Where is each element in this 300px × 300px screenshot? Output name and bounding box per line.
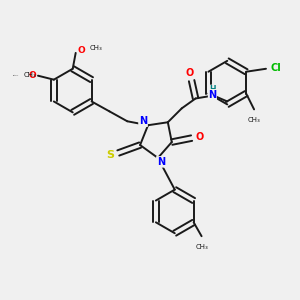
Text: H: H [209, 85, 216, 94]
Text: N: N [157, 157, 165, 167]
Text: CH₃: CH₃ [24, 72, 37, 78]
Text: O: O [28, 71, 36, 80]
Text: N: N [208, 89, 217, 100]
Text: S: S [106, 150, 114, 160]
Text: methoxy: methoxy [13, 75, 19, 76]
Text: O: O [195, 132, 204, 142]
Text: CH₃: CH₃ [195, 244, 208, 250]
Text: N: N [139, 116, 147, 126]
Text: O: O [78, 46, 86, 56]
Text: CH₃: CH₃ [248, 117, 260, 123]
Text: CH₃: CH₃ [90, 45, 102, 51]
Text: Cl: Cl [271, 63, 281, 73]
Text: O: O [185, 68, 194, 78]
